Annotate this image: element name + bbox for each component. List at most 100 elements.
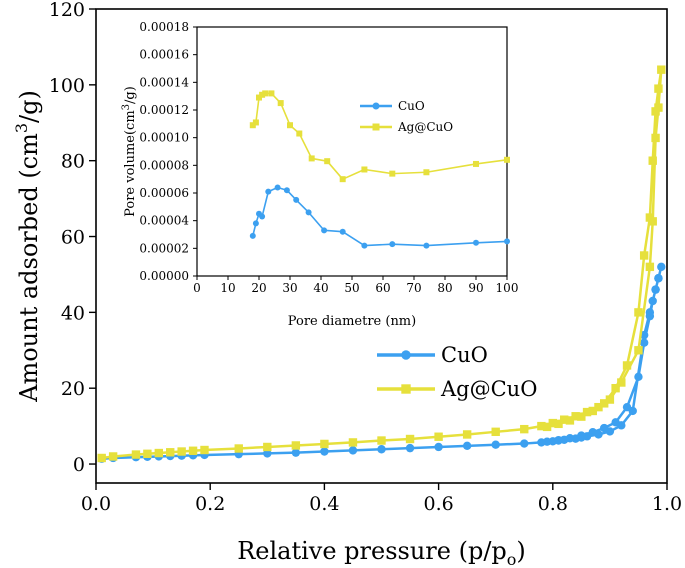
main-data-point-Ag@CuO — [648, 156, 657, 165]
inset-data-point-Ag@CuO — [259, 91, 266, 98]
main-y-axis-title-superscript: 3 — [12, 123, 31, 133]
inset-data-point-Ag@CuO — [277, 100, 284, 107]
main-data-point-Ag@CuO — [143, 449, 152, 459]
inset-y-tick-label: 0.00002 — [139, 241, 189, 255]
main-data-point-Ag@CuO — [651, 107, 660, 116]
main-data-point-CuO — [320, 447, 329, 456]
inset-y-tick-label: 0.00014 — [139, 75, 189, 89]
inset-y-tick-label: 0.00004 — [139, 214, 189, 228]
main-x-tick-label: 0.6 — [423, 493, 453, 515]
main-data-point-Ag@CuO — [594, 402, 603, 412]
main-data-point-Ag@CuO — [405, 434, 415, 444]
main-y-tick-label: 20 — [61, 378, 85, 400]
main-data-point-Ag@CuO — [542, 422, 552, 432]
inset-x-tick-label: 0 — [193, 281, 201, 295]
main-data-point-CuO — [577, 431, 586, 440]
inset-data-point-CuO — [305, 209, 312, 216]
main-x-axis-title-text: Relative pressure (p/p — [237, 537, 507, 565]
main-data-point-Ag@CuO — [634, 346, 643, 355]
main-data-point-Ag@CuO — [565, 416, 575, 425]
inset-y-tick-label: 0.00008 — [139, 158, 189, 172]
main-data-point-CuO — [491, 440, 500, 449]
main-data-point-Ag@CuO — [166, 448, 175, 457]
inset-y-axis-title-text: Pore volume(cm — [123, 110, 138, 217]
main-data-point-Ag@CuO — [571, 412, 580, 421]
inset-data-point-CuO — [265, 188, 272, 195]
inset-data-point-CuO — [339, 228, 346, 235]
inset-x-tick-label: 100 — [496, 281, 519, 295]
main-data-point-CuO — [622, 402, 632, 412]
main-data-point-Ag@CuO — [177, 447, 186, 456]
main-data-point-CuO — [651, 285, 660, 294]
inset-data-point-Ag@CuO — [339, 176, 346, 183]
inset-x-axis-title: Pore diametre (nm) — [288, 314, 416, 329]
main-data-point-CuO — [648, 296, 657, 306]
inset-pore-chart: 0 10 20 30 40 50 60 70 80 90 100 0.00000 0.00002 0.00… — [120, 18, 518, 333]
main-y-axis-title-end: /g) — [15, 90, 43, 123]
inset-data-point-Ag@CuO — [389, 170, 396, 177]
main-data-point-CuO — [434, 442, 443, 452]
main-data-point-CuO — [654, 274, 663, 283]
main-x-tick-label: 0.0 — [81, 493, 111, 515]
inset-data-point-Ag@CuO — [249, 122, 256, 129]
main-data-point-Ag@CuO — [617, 378, 626, 387]
inset-y-tick-label: 0.00006 — [139, 186, 189, 200]
main-data-point-Ag@CuO — [377, 436, 386, 445]
inset-data-point-CuO — [321, 227, 328, 234]
inset-data-point-CuO — [423, 242, 430, 249]
main-data-point-Ag@CuO — [462, 430, 472, 439]
main-data-point-Ag@CuO — [263, 442, 272, 452]
inset-data-point-CuO — [249, 232, 256, 239]
inset-x-tick-label: 50 — [344, 281, 359, 295]
inset-x-tick-label: 40 — [313, 281, 328, 295]
main-legend-marker-CuO — [401, 350, 411, 360]
main-data-point-CuO — [588, 427, 597, 437]
main-data-point-CuO — [611, 418, 620, 427]
main-data-point-CuO — [520, 439, 529, 448]
main-data-point-Ag@CuO — [611, 384, 620, 393]
main-data-point-Ag@CuO — [651, 133, 660, 143]
inset-data-point-Ag@CuO — [324, 158, 331, 165]
inset-data-point-Ag@CuO — [256, 94, 262, 101]
main-x-tick-label: 0.8 — [538, 493, 568, 515]
main-data-point-Ag@CuO — [188, 446, 198, 455]
inset-x-tick-label: 90 — [468, 281, 483, 295]
inset-x-tick-label: 30 — [282, 281, 297, 295]
main-legend-label-Ag@CuO: Ag@CuO — [440, 377, 537, 401]
main-data-point-Ag@CuO — [491, 427, 500, 437]
main-data-point-Ag@CuO — [639, 251, 649, 260]
main-y-tick-label: 60 — [61, 227, 85, 249]
main-data-point-Ag@CuO — [605, 395, 615, 404]
main-data-point-Ag@CuO — [154, 448, 164, 458]
main-data-point-CuO — [657, 262, 666, 272]
main-x-tick-label: 0.2 — [195, 493, 225, 515]
inset-data-point-CuO — [252, 220, 259, 227]
inset-y-axis-title-end: /g) — [123, 86, 138, 104]
main-data-point-Ag@CuO — [131, 450, 141, 459]
main-data-point-CuO — [405, 443, 415, 453]
inset-legend-label-Ag@CuO: Ag@CuO — [397, 120, 453, 134]
inset-data-point-Ag@CuO — [268, 90, 275, 97]
main-data-point-CuO — [542, 437, 552, 446]
main-data-point-Ag@CuO — [554, 419, 563, 429]
inset-legend-marker-Ag@CuO — [372, 123, 380, 131]
main-data-point-CuO — [639, 338, 649, 347]
main-data-point-CuO — [554, 435, 563, 445]
inset-data-point-Ag@CuO — [504, 156, 510, 163]
inset-data-point-CuO — [283, 187, 290, 194]
main-y-axis-title-text: Amount adsorbed (cm — [15, 133, 43, 403]
main-y-tick-label: 120 — [49, 0, 85, 21]
main-data-point-Ag@CuO — [577, 412, 586, 421]
inset-data-point-Ag@CuO — [361, 166, 368, 173]
main-x-tick-label: 1.0 — [652, 493, 682, 515]
inset-data-point-CuO — [504, 238, 510, 245]
main-y-tick-label: 40 — [61, 302, 85, 324]
inset-legend-marker-CuO — [372, 102, 380, 110]
main-data-point-CuO — [462, 441, 472, 451]
inset-data-point-Ag@CuO — [423, 169, 430, 176]
main-data-point-Ag@CuO — [291, 441, 301, 450]
main-data-point-Ag@CuO — [434, 432, 443, 441]
main-data-point-Ag@CuO — [520, 424, 529, 434]
main-data-point-CuO — [377, 445, 386, 454]
main-data-point-CuO — [599, 423, 609, 433]
